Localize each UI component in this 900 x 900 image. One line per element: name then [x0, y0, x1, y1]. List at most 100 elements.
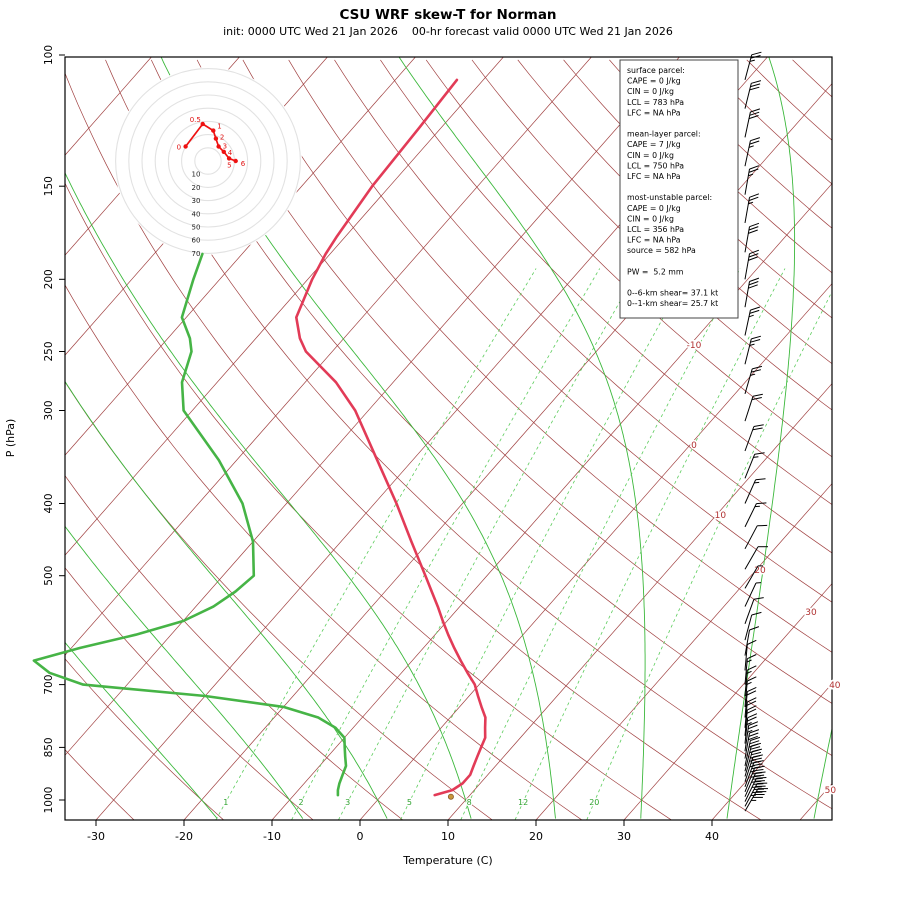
wind-barb-feather: [751, 397, 762, 401]
wind-barb: [744, 729, 760, 759]
isotherm-line: [183, 83, 832, 820]
wind-barb-feather: [747, 724, 758, 730]
wind-barb-feather: [748, 196, 759, 202]
wind-barb-feather: [752, 365, 763, 370]
hodograph-point: [211, 128, 216, 133]
wind-barb-feather: [749, 165, 760, 170]
wind-barb-feather: [751, 786, 762, 788]
wind-barb-half-feather: [749, 765, 755, 768]
wind-barb: [744, 611, 762, 641]
pressure-tick-label: 500: [43, 566, 55, 586]
wind-barb-staff: [744, 140, 751, 167]
wind-barb-staff: [744, 745, 752, 772]
wind-barb-feather: [751, 80, 762, 84]
wind-barb-feather: [752, 427, 763, 431]
wind-barb-staff: [744, 54, 753, 81]
wind-barb-feather: [748, 281, 759, 286]
info-box-line: CIN = 0 J/kg: [627, 87, 674, 96]
wind-barb-feather: [749, 749, 760, 754]
hodograph-point-label: 4: [228, 149, 233, 157]
info-box-line: PW = 5.2 mm: [627, 267, 683, 276]
temperature-tick-label: -10: [263, 830, 281, 843]
info-box-line: most-unstable parcel:: [627, 193, 712, 202]
wind-barb-feather: [746, 708, 757, 714]
wind-barb: [744, 478, 766, 504]
mixing-ratio-line: [586, 290, 832, 820]
dry-adiabat-line: [242, 59, 832, 653]
wind-barb-half-feather: [748, 201, 754, 205]
wind-barb: [744, 165, 760, 195]
moist-adiabat-line: [65, 641, 218, 819]
hodograph-ring: [194, 147, 222, 175]
pressure-tick-label: 400: [43, 493, 55, 513]
wind-barb: [744, 546, 768, 570]
hodograph-point-label: 6: [241, 160, 246, 168]
dry-adiabat-line: [65, 284, 582, 820]
wind-barb-feather: [750, 746, 761, 750]
info-box-line: LCL = 783 hPa: [627, 98, 684, 107]
isotherm-line: [65, 57, 592, 656]
mixing-ratio-line: [400, 268, 691, 820]
wind-barb-staff: [744, 253, 750, 280]
wind-barb-staff: [744, 614, 753, 641]
mixing-ratio-line: [514, 268, 786, 820]
pressure-tick-label: 100: [43, 45, 55, 65]
dry-adiabat-line: [425, 59, 832, 458]
hodograph-point-label: 2: [220, 134, 224, 142]
wind-barb-feather: [747, 639, 757, 645]
info-box-line: CAPE = 7 J/kg: [627, 140, 681, 149]
hodograph-point: [226, 156, 232, 161]
wind-barb-half-feather: [748, 173, 754, 177]
wind-barb: [744, 639, 757, 671]
wind-barb-staff: [744, 751, 753, 777]
wind-barb-feather: [750, 760, 761, 764]
pressure-tick-label: 150: [43, 176, 55, 196]
wind-barb-feather: [747, 665, 757, 671]
wind-barb-staff: [744, 226, 750, 253]
wind-barb-feather: [749, 86, 760, 91]
wind-barb-half-feather: [754, 481, 760, 484]
wind-barb-half-feather: [749, 759, 755, 762]
wind-barb-feather: [748, 226, 759, 231]
mixing-ratio-label: 12: [518, 798, 528, 807]
wind-barb-feather: [748, 743, 759, 748]
wind-barb-feather: [749, 140, 760, 145]
wind-barb-feather: [750, 108, 761, 113]
wind-barb-staff: [744, 338, 752, 365]
dry-adiabat-line: [65, 658, 224, 820]
surface-marker-dot: [447, 793, 454, 800]
wind-barb-half-feather: [746, 722, 752, 725]
pressure-tick-label: 850: [43, 737, 55, 757]
wind-barb-staff: [744, 169, 750, 195]
temperature-tick-label: -30: [87, 830, 105, 843]
isotherm-value-label: 30: [805, 608, 817, 618]
temperature-tick-label: -20: [175, 830, 193, 843]
hodograph-point: [183, 144, 188, 149]
wind-barb: [744, 721, 759, 752]
dry-adiabat-line: [471, 59, 832, 411]
wind-barb: [744, 80, 762, 109]
wind-barb-staff: [744, 644, 748, 671]
wind-barb-feather: [746, 700, 757, 706]
wind-barb-feather: [749, 729, 760, 734]
wind-barb: [744, 582, 762, 607]
wind-barb-staff: [744, 701, 748, 728]
isotherm-line: [447, 383, 832, 820]
wind-barb-feather: [751, 780, 762, 783]
info-box-line: LCL = 750 hPa: [627, 161, 684, 170]
wind-barb: [744, 137, 761, 167]
hodograph-ring-label: 10: [192, 171, 201, 179]
wind-barb: [744, 502, 767, 528]
wind-barb-feather: [747, 686, 757, 693]
wind-barb: [744, 108, 761, 138]
info-box-line: 0--1-km shear= 25.7 kt: [627, 299, 718, 308]
mixing-ratio-label: 2: [298, 798, 303, 807]
wind-barb-staff: [744, 582, 757, 607]
hodograph-ring-label: 70: [192, 250, 201, 258]
moist-adiabat-line: [65, 171, 472, 819]
info-box-line: mean-layer parcel:: [627, 130, 701, 139]
temperature-tick-label: 20: [529, 830, 543, 843]
wind-barb-feather: [750, 55, 761, 59]
